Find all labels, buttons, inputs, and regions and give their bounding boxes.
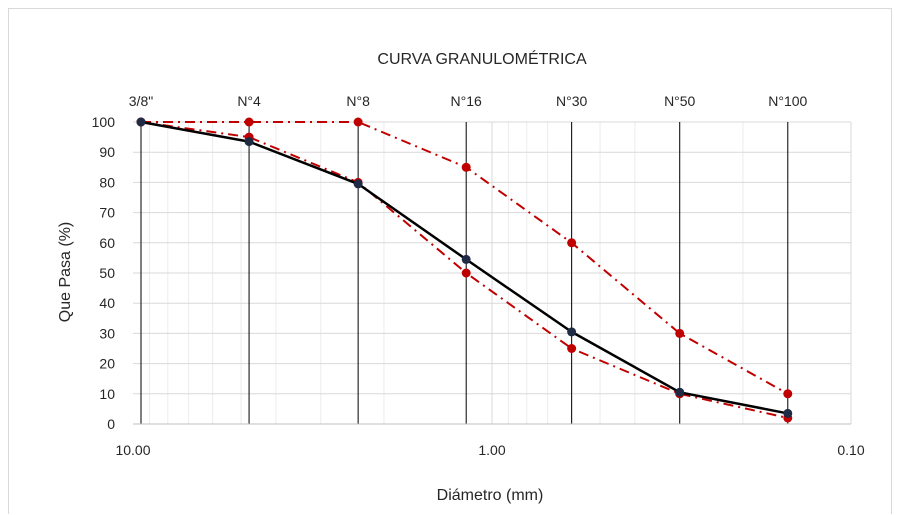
chart-title: CURVA GRANULOMÉTRICA [377,49,587,68]
data-point [244,117,254,127]
x-tick-label: 0.10 [837,442,864,458]
x-tick-label: 1.00 [478,442,505,458]
data-point [783,389,793,399]
sieve-label: N°50 [664,93,695,109]
y-tick-label: 70 [99,205,115,221]
series-group [136,117,793,423]
chart-frame [8,8,892,514]
data-point [567,327,577,337]
sieve-label: N°4 [237,93,261,109]
sieve-label: N°16 [451,93,482,109]
y-axis-label: Que Pasa (%) [57,222,74,322]
y-tick-label: 20 [99,356,115,372]
y-tick-label: 50 [99,265,115,281]
sieve-label: N°30 [556,93,587,109]
y-tick-label: 100 [92,114,116,130]
sieve-label: N°8 [346,93,370,109]
x-tick-label: 10.00 [115,442,150,458]
data-point [675,387,685,397]
y-tick-label: 10 [99,386,115,402]
y-tick-label: 60 [99,235,115,251]
y-tick-label: 0 [107,416,115,432]
major-gridlines [133,121,851,395]
data-point [353,117,363,127]
y-tick-label: 90 [99,144,115,160]
data-point [353,179,363,189]
data-point [461,162,471,172]
x-tick-labels: 10.00 1.00 0.10 [115,442,864,458]
data-point [567,344,577,353]
data-point [461,254,471,264]
data-point [567,238,577,248]
y-tick-label: 40 [99,295,115,311]
y-tick-labels: 0 10 20 30 40 50 60 70 80 90 100 [92,114,116,432]
y-tick-label: 30 [99,325,115,341]
data-point [136,117,146,127]
sieve-labels: 3/8" N°4 N°8 N°16 N°30 N°50 N°100 [129,93,808,109]
data-point [244,137,254,147]
sieve-label: N°100 [768,93,807,109]
sieve-label: 3/8" [129,93,153,109]
sieve-lines [140,122,789,424]
y-tick-label: 80 [99,174,115,190]
x-axis-label: Diámetro (mm) [437,487,544,504]
data-point [461,268,471,278]
data-point [675,328,685,338]
data-point [783,408,793,418]
